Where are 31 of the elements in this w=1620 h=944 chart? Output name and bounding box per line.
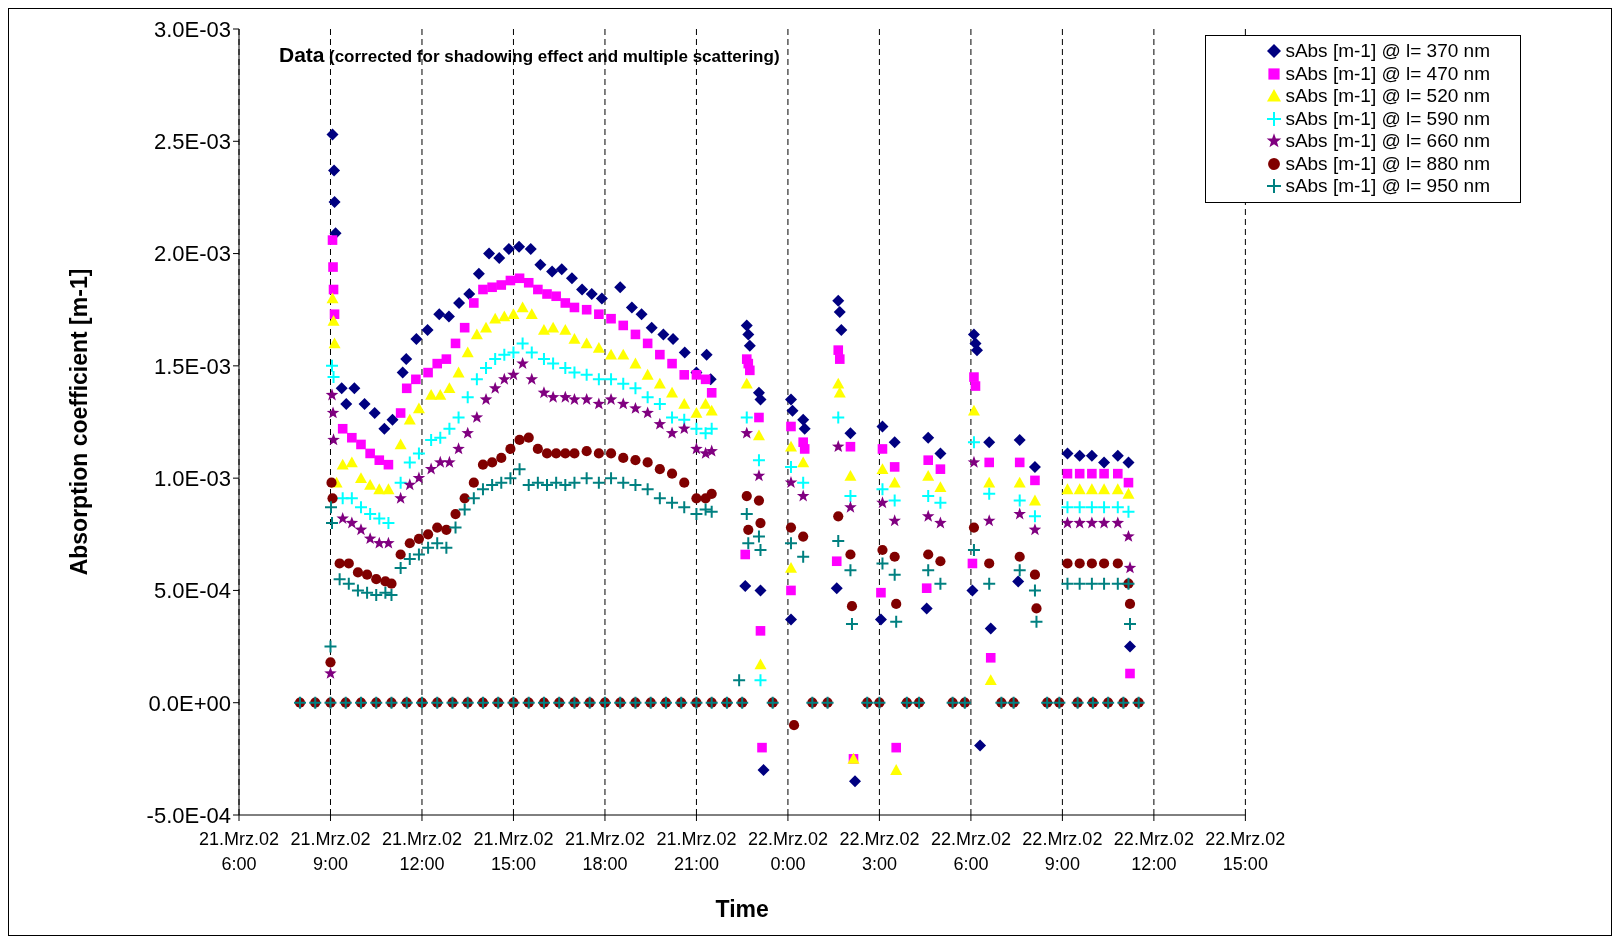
text: Data [279, 43, 325, 66]
legend-label: sAbs [m-1] @ l= 880 nm [1285, 152, 1490, 175]
legend-label: sAbs [m-1] @ l= 590 nm [1285, 107, 1490, 130]
x-tick-label: 22.Mrz.02 9:00 [1022, 829, 1103, 874]
x-tick-label: 21.Mrz.02 18:00 [564, 829, 645, 874]
x-tick-label: 22.Mrz.02 3:00 [839, 829, 920, 874]
legend-label: sAbs [m-1] @ l= 950 nm [1285, 175, 1490, 198]
y-axis-title: Absorption coefficient [m-1] [66, 268, 93, 576]
x-tick-label: 22.Mrz.02 6:00 [930, 829, 1011, 874]
legend-label: sAbs [m-1] @ l= 470 nm [1285, 62, 1490, 85]
x-tick-label: 22.Mrz.02 15:00 [1205, 829, 1286, 874]
y-tick-label: 1.0E-03 [153, 465, 231, 491]
x-tick-label: 22.Mrz.02 0:00 [747, 829, 828, 874]
y-tick-label: 1.5E-03 [153, 353, 231, 379]
x-tick-label: 21.Mrz.02 15:00 [473, 829, 554, 874]
y-tick-label: 0.0E+00 [148, 690, 231, 716]
x-tick-label: 21.Mrz.02 9:00 [290, 829, 371, 874]
legend-label: sAbs [m-1] @ l= 370 nm [1285, 40, 1490, 63]
x-tick-label: 21.Mrz.02 6:00 [198, 829, 280, 874]
legend-label: sAbs [m-1] @ l= 660 nm [1285, 130, 1490, 153]
x-tick-label: 22.Mrz.02 12:00 [1113, 829, 1194, 874]
x-axis-title: Time [715, 896, 769, 922]
text: (corrected for shadowing effect and multiple scattering) [328, 47, 780, 66]
y-tick-label: 3.0E-03 [153, 16, 231, 42]
y-tick-label: 5.0E-04 [153, 578, 231, 604]
y-tick-label: 2.0E-03 [153, 241, 231, 267]
y-tick-label: 2.5E-03 [153, 129, 231, 155]
x-tick-label: 21.Mrz.02 21:00 [656, 829, 737, 874]
x-tick-label: 21.Mrz.02 12:00 [381, 829, 462, 874]
legend-label: sAbs [m-1] @ l= 520 nm [1285, 85, 1490, 108]
y-tick-label: -5.0E-04 [146, 802, 231, 828]
